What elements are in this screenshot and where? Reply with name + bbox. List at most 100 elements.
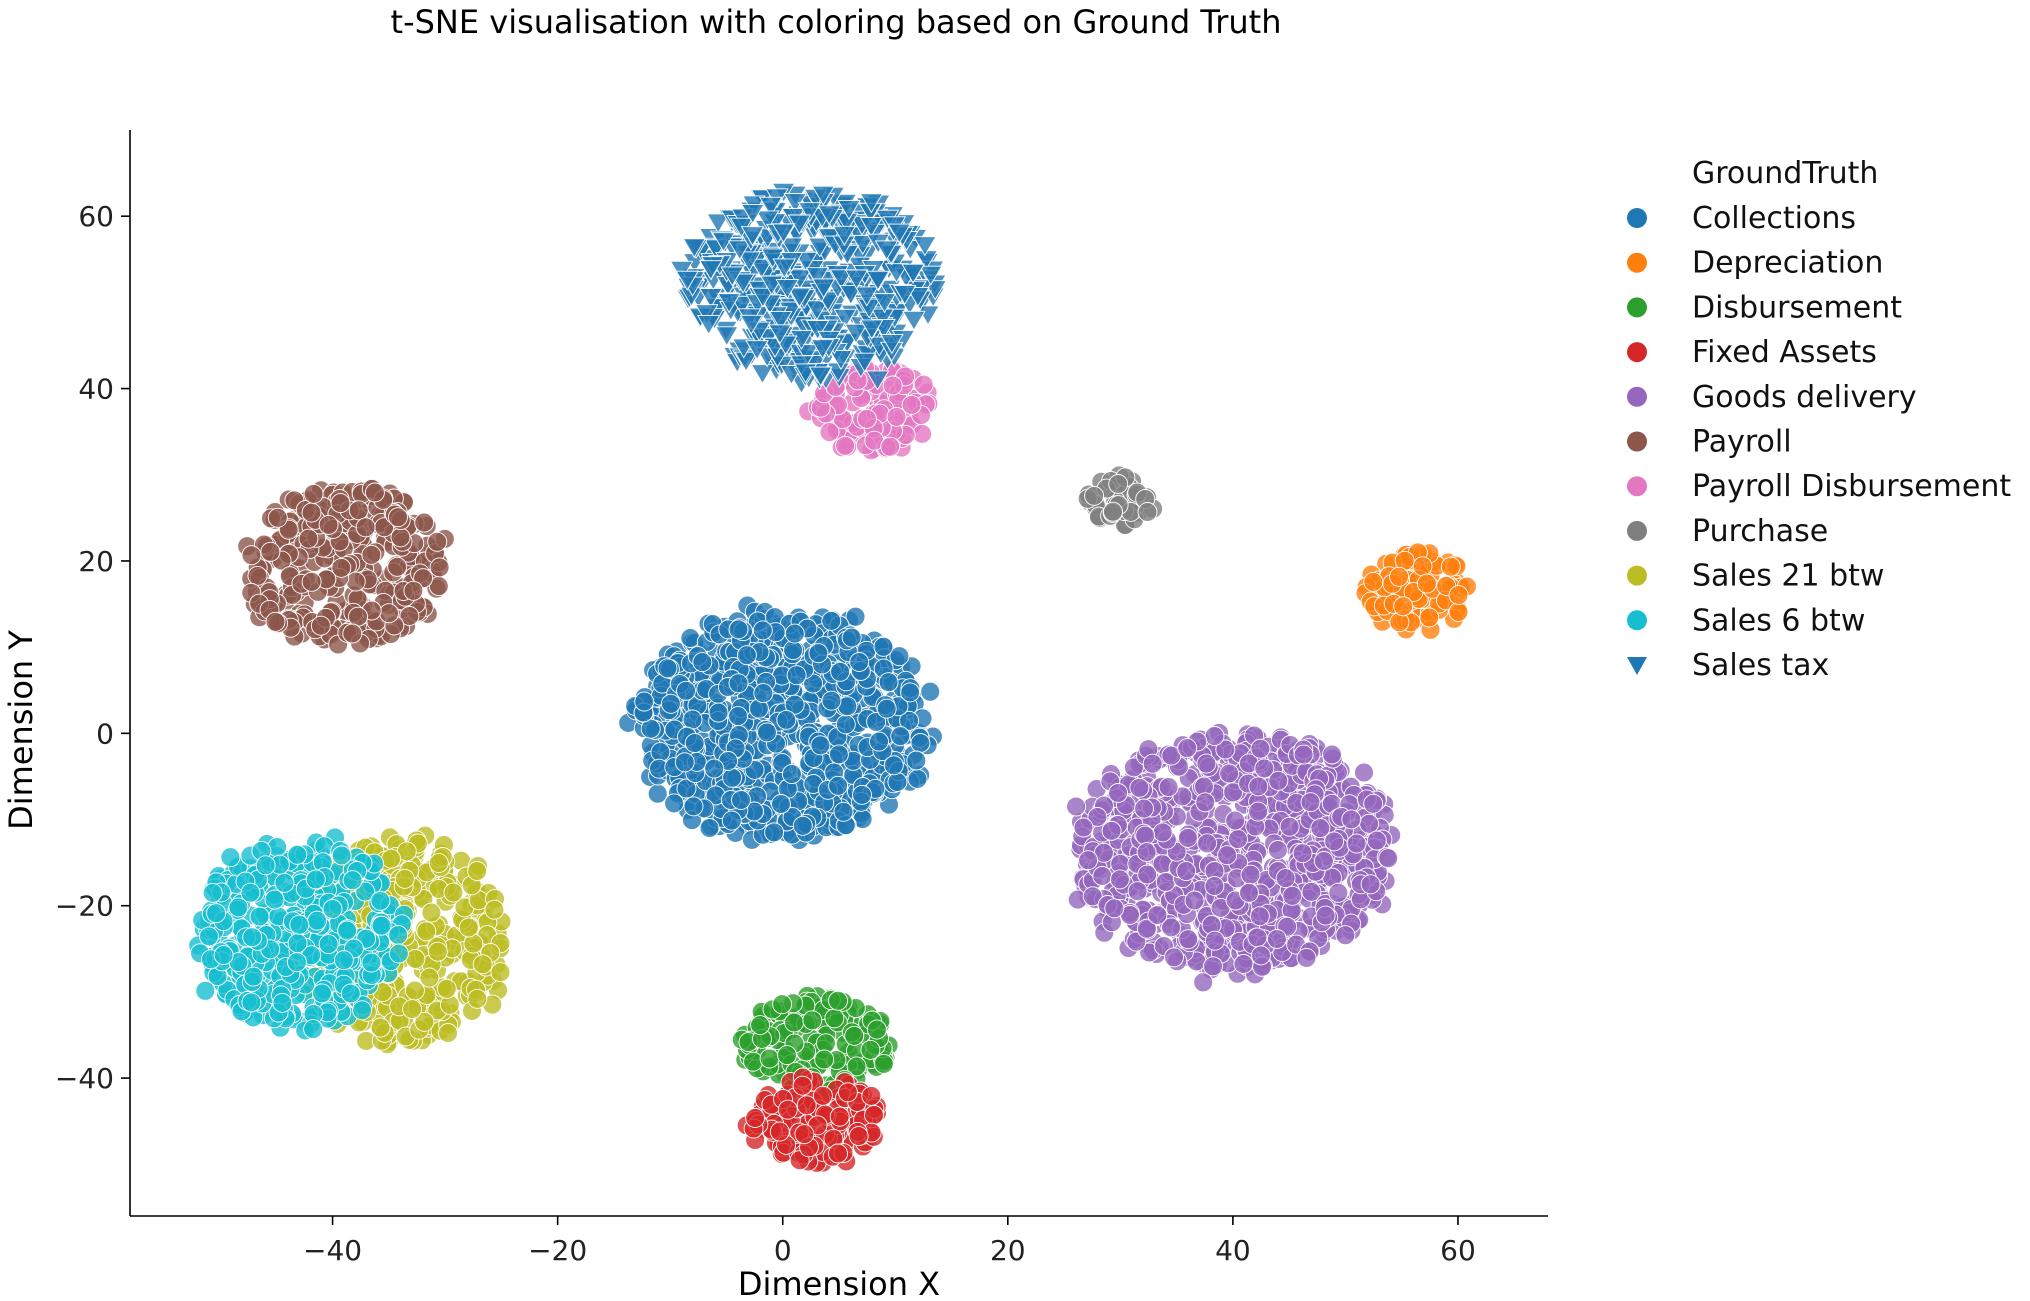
data-point	[680, 628, 701, 648]
data-point	[1195, 792, 1216, 813]
data-point	[255, 855, 276, 876]
data-point	[781, 764, 802, 785]
data-point	[704, 758, 725, 779]
data-point	[414, 512, 435, 533]
data-point	[1239, 882, 1259, 903]
data-point	[220, 847, 241, 868]
data-point	[1354, 762, 1374, 783]
legend-label: Payroll	[1692, 425, 1792, 460]
data-point	[286, 952, 307, 973]
data-point	[812, 1085, 833, 1106]
data-point	[348, 606, 368, 627]
data-point	[402, 999, 423, 1020]
data-point	[829, 1106, 850, 1127]
data-point	[828, 990, 848, 1011]
x-tick-label: −40	[303, 1234, 362, 1267]
data-point	[784, 623, 805, 644]
data-point	[1104, 898, 1125, 919]
data-point	[837, 1082, 858, 1103]
data-point	[1219, 763, 1240, 784]
data-point	[379, 603, 399, 624]
data-point	[647, 783, 668, 804]
data-point	[708, 702, 729, 723]
data-point	[771, 794, 791, 814]
data-point	[676, 680, 696, 701]
series-depreciation	[1355, 542, 1477, 640]
data-point	[660, 693, 681, 714]
data-point	[1440, 556, 1461, 577]
legend-items: Collections Depreciation Disbursement Fixed…	[1627, 201, 2011, 683]
data-point	[845, 606, 866, 627]
legend-label: Sales tax	[1692, 648, 1829, 683]
data-point	[301, 571, 322, 592]
data-point	[1137, 864, 1158, 885]
data-point	[769, 1121, 790, 1142]
data-point	[403, 580, 424, 601]
data-point	[370, 1017, 391, 1038]
data-point	[1092, 866, 1113, 886]
data-point	[241, 992, 262, 1013]
data-point	[333, 950, 354, 971]
data-point	[899, 710, 920, 731]
data-point	[1448, 585, 1469, 606]
data-point	[819, 422, 840, 443]
data-point	[907, 768, 928, 789]
legend-marker	[1627, 657, 1647, 675]
data-point	[371, 915, 392, 936]
data-point	[878, 672, 899, 693]
x-tick-label: 60	[1440, 1234, 1476, 1267]
legend-label: Sales 6 btw	[1692, 603, 1865, 638]
legend-label: Fixed Assets	[1692, 335, 1877, 370]
data-point	[920, 681, 941, 702]
data-point	[824, 1008, 845, 1029]
legend-marker	[1627, 252, 1647, 273]
data-point	[1363, 571, 1384, 592]
legend-marker	[1627, 342, 1647, 363]
data-point	[381, 848, 402, 869]
data-point	[265, 611, 286, 632]
data-point	[1267, 840, 1288, 860]
data-point	[340, 983, 361, 1004]
data-point	[287, 933, 308, 954]
series-disbursement	[731, 985, 899, 1101]
data-point	[1366, 830, 1387, 851]
legend: GroundTruth Collections Depreciation Disbu…	[1627, 156, 2011, 683]
data-point	[777, 1045, 797, 1066]
data-point	[312, 983, 332, 1004]
series-collections	[618, 595, 943, 850]
data-point	[1228, 829, 1248, 850]
data-point	[886, 406, 907, 427]
data-point	[835, 714, 856, 735]
data-point	[777, 1099, 798, 1120]
data-point	[1322, 744, 1342, 765]
data-point	[307, 910, 328, 931]
series-sales-tax	[669, 182, 948, 395]
data-point	[1204, 726, 1225, 746]
data-point	[242, 927, 263, 948]
data-point	[1177, 827, 1198, 848]
data-point	[337, 920, 358, 941]
data-point	[388, 925, 409, 945]
data-point	[1266, 929, 1287, 949]
data-point	[1363, 793, 1384, 814]
data-point	[852, 784, 872, 805]
data-point	[752, 620, 773, 641]
data-point	[1197, 833, 1218, 854]
data-point	[1247, 927, 1268, 948]
data-point	[467, 988, 488, 1009]
legend-label: Disbursement	[1692, 290, 1902, 325]
data-point	[1275, 868, 1296, 889]
data-point	[776, 709, 797, 730]
data-point	[438, 1023, 458, 1043]
data-point	[1129, 777, 1150, 798]
data-point	[835, 435, 856, 456]
legend-label: Purchase	[1692, 514, 1828, 549]
data-point	[1204, 876, 1225, 896]
series-payroll	[237, 478, 455, 655]
data-point	[1282, 885, 1303, 906]
data-point	[199, 926, 219, 947]
data-point	[1248, 801, 1269, 822]
data-point	[890, 726, 911, 747]
data-point	[856, 408, 877, 429]
series-fixed-assets	[736, 1067, 887, 1173]
